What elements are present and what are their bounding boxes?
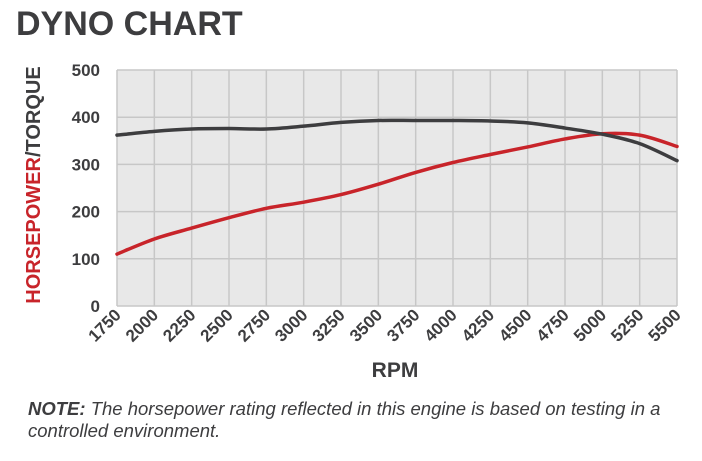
note-text: The horsepower rating reflected in this …: [28, 398, 661, 441]
plot-area: [117, 70, 677, 306]
y-tick-label: 100: [72, 250, 100, 269]
x-tick-label: 3500: [346, 305, 386, 345]
x-tick-label: 4000: [421, 305, 461, 345]
y-tick-label: 400: [72, 108, 100, 127]
note: NOTE: The horsepower rating reflected in…: [28, 398, 688, 442]
y-tick-label: 500: [72, 61, 100, 80]
y-axis-label: HORSEPOWER/TORQUE: [23, 66, 45, 303]
x-tick-label: 2000: [122, 305, 162, 345]
x-tick-label: 2250: [159, 305, 199, 345]
y-tick-label: 0: [91, 297, 100, 316]
x-tick-label: 2500: [197, 305, 237, 345]
chart-title: DYNO CHART: [16, 5, 243, 43]
series-group: [115, 118, 679, 256]
x-tick-label: 3000: [271, 305, 311, 345]
y-axis-label-part: HORSEPOWER: [23, 156, 45, 303]
x-tick-label: 5500: [645, 305, 685, 345]
x-tick-label: 2750: [234, 305, 274, 345]
x-tick-label: 3750: [383, 305, 423, 345]
x-tick-label: 4250: [458, 305, 498, 345]
x-axis-ticks: 1750200022502500275030003250350037504000…: [85, 305, 685, 345]
x-tick-label: 3250: [309, 305, 349, 345]
torque-line: [115, 118, 679, 163]
y-axis-label-part: /TORQUE: [23, 66, 45, 157]
y-tick-label: 200: [72, 203, 100, 222]
x-tick-label: 5000: [570, 305, 610, 345]
x-tick-label: 4500: [495, 305, 535, 345]
x-tick-label: 5250: [607, 305, 647, 345]
horsepower-line: [115, 131, 679, 256]
x-tick-label: 4750: [533, 305, 573, 345]
y-tick-label: 300: [72, 155, 100, 174]
note-label: NOTE:: [28, 398, 86, 419]
grid: [116, 69, 678, 307]
x-axis-label: RPM: [372, 359, 419, 382]
y-axis-ticks: 0 100 200 300 400 500: [72, 61, 100, 316]
